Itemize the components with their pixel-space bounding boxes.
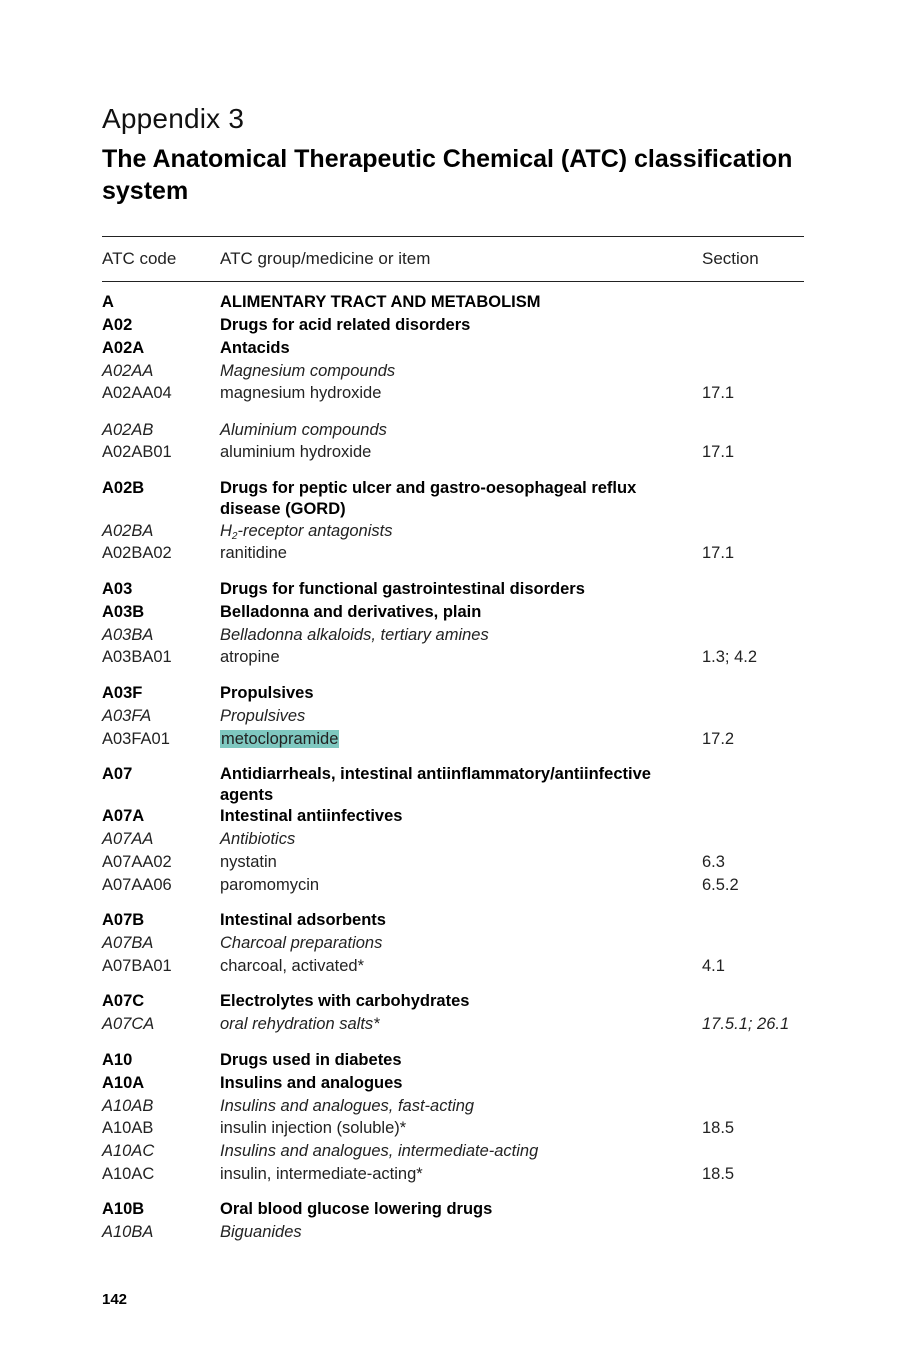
atc-code-cell: A07AA06 [102,876,172,894]
atc-item-cell: Aluminium compounds [220,421,387,439]
atc-code-cell: A03F [102,684,143,702]
atc-code-cell: A07AA [102,830,154,848]
item-text: -receptor antagonists [237,522,393,540]
atc-item-cell: Antibiotics [220,830,296,848]
item-subscript: 2 [231,531,238,542]
atc-code-cell: A02AA [102,362,154,380]
atc-code-cell: A07B [102,911,145,929]
section-cell: 4.1 [702,957,725,975]
atc-code-cell: A03FA01 [102,730,170,748]
atc-item-cell: ALIMENTARY TRACT AND METABOLISM [220,293,541,311]
atc-item-cell: Propulsives [220,684,314,702]
highlighted-text: metoclopramide [220,730,340,748]
section-cell: 1.3; 4.2 [702,648,758,666]
atc-item-cell: Belladonna and derivatives, plain [220,603,482,621]
atc-item-cell: metoclopramide [220,729,680,750]
atc-code-cell: A02AB [102,421,154,439]
atc-code-cell: A07BA [102,934,154,952]
atc-item-cell: Antidiarrheals, intestinal antiinflammat… [220,765,651,804]
table-top-rule [102,236,804,237]
atc-code-cell: A07AA02 [102,853,172,871]
atc-code-cell: A07 [102,765,133,783]
atc-item-cell: ranitidine [220,544,287,562]
atc-item-cell: Insulins and analogues, fast-acting [220,1097,475,1115]
atc-code-cell: A07BA01 [102,957,172,975]
atc-item-cell: magnesium hydroxide [220,384,382,402]
atc-item-cell: atropine [220,648,280,666]
atc-code-cell: A03BA [102,626,154,644]
page-number: 142 [102,1291,128,1308]
atc-code-cell: A07C [102,992,145,1010]
header-section: Section [702,249,759,268]
atc-item-cell: charcoal, activated* [220,957,364,975]
atc-code-cell: A02BA [102,522,154,540]
atc-code-cell: A07A [102,807,145,825]
atc-code-cell: A10B [102,1200,145,1218]
page-title: The Anatomical Therapeutic Chemical (ATC… [102,145,793,205]
atc-code-cell: A03BA01 [102,648,172,666]
atc-item-cell: Insulins and analogues, intermediate-act… [220,1142,539,1160]
atc-item-cell: Biguanides [220,1223,302,1241]
section-cell: 17.2 [702,730,735,748]
section-cell: 6.3 [702,853,725,871]
appendix-label: Appendix 3 [102,103,245,134]
header-atc-group: ATC group/medicine or item [220,249,431,268]
section-cell: 17.1 [702,443,735,461]
atc-code-cell: A02BA02 [102,544,172,562]
atc-item-cell: Oral blood glucose lowering drugs [220,1200,493,1218]
section-cell: 6.5.2 [702,876,739,894]
atc-code-cell: A03B [102,603,145,621]
atc-code-cell: A02AA04 [102,384,172,402]
header-atc-code: ATC code [102,249,177,268]
section-cell: 17.1 [702,384,735,402]
atc-code-cell: A02 [102,316,133,334]
table-header-rule [102,281,804,282]
atc-item-cell: oral rehydration salts* [220,1015,380,1033]
atc-item-cell: Drugs used in diabetes [220,1051,402,1069]
section-cell: 18.5 [702,1165,735,1183]
atc-code-cell: A10A [102,1074,145,1092]
atc-code-cell: A10AC [102,1142,155,1160]
atc-code-cell: A03 [102,580,133,598]
atc-item-cell: Belladonna alkaloids, tertiary amines [220,626,489,644]
atc-code-cell: A07CA [102,1015,155,1033]
section-cell: 17.1 [702,544,735,562]
item-prefix: H [220,522,232,540]
table-header: ATC code ATC group/medicine or item Sect… [0,249,908,271]
atc-item-cell: Electrolytes with carbohydrates [220,992,470,1010]
section-cell: 17.5.1; 26.1 [702,1015,790,1033]
atc-item-cell: Magnesium compounds [220,362,396,380]
atc-item-cell: Antacids [220,339,290,357]
atc-item-cell: aluminium hydroxide [220,443,372,461]
atc-code-cell: A02A [102,339,145,357]
atc-item-cell: Insulins and analogues [220,1074,403,1092]
atc-item-cell: Drugs for peptic ulcer and gastro-oesoph… [220,479,637,518]
atc-item-cell: paromomycin [220,876,320,894]
atc-item-cell: Intestinal adsorbents [220,911,386,929]
atc-item-cell: Charcoal preparations [220,934,383,952]
atc-code-cell: A [102,293,114,311]
atc-code-cell: A10AB [102,1097,154,1115]
atc-item-cell: Drugs for acid related disorders [220,316,471,334]
atc-code-cell: A10AC [102,1165,155,1183]
atc-code-cell: A10 [102,1051,133,1069]
atc-code-cell: A10AB [102,1119,154,1137]
atc-code-cell: A03FA [102,707,152,725]
atc-item-cell: Intestinal antiinfectives [220,807,403,825]
atc-code-cell: A02AB01 [102,443,172,461]
atc-item-cell: Drugs for functional gastrointestinal di… [220,580,585,598]
atc-item-cell: nystatin [220,853,277,871]
atc-item-cell: H2-receptor antagonists [220,521,680,547]
atc-code-cell: A02B [102,479,145,497]
atc-item-cell: insulin, intermediate-acting* [220,1165,423,1183]
atc-code-cell: A10BA [102,1223,154,1241]
atc-item-cell: insulin injection (soluble)* [220,1119,407,1137]
atc-item-cell: Propulsives [220,707,306,725]
section-cell: 18.5 [702,1119,735,1137]
